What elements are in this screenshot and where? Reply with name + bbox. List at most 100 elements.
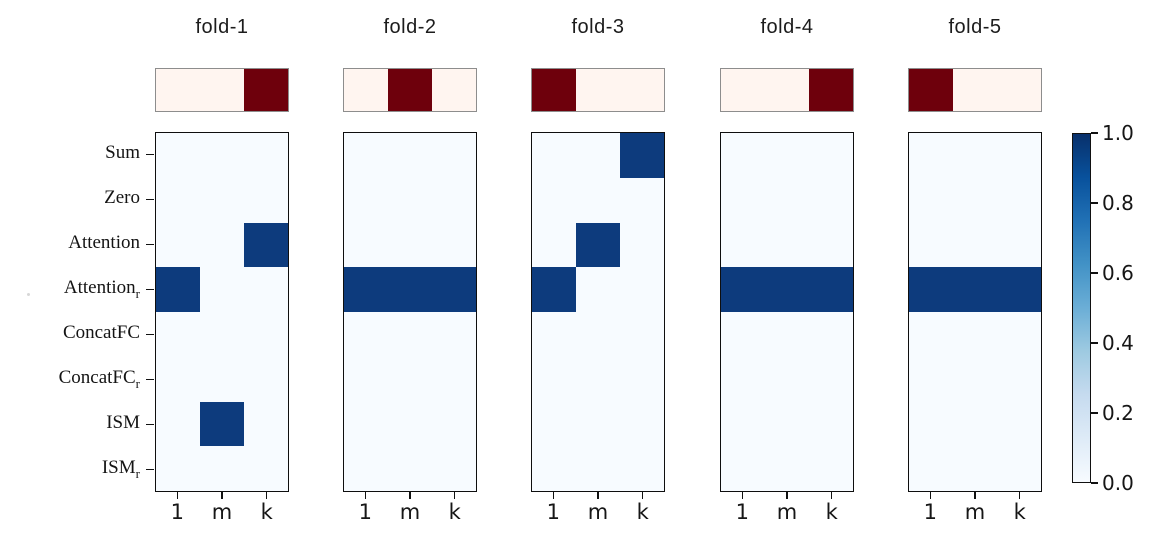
- cell-ConcatFC_r-m: [953, 356, 997, 402]
- y-tick-label: Attention: [0, 232, 140, 254]
- cell-Attention_r-k: [997, 267, 1041, 312]
- x-tick-label: m: [964, 500, 986, 524]
- colorbar-tick: [1091, 342, 1098, 344]
- selector-cell-1: [721, 69, 765, 111]
- x-tick-label: k: [636, 500, 649, 524]
- selector-cell-1: [156, 69, 200, 111]
- selector-bar: [720, 68, 854, 112]
- cell-Attention_r-k: [809, 267, 853, 312]
- cell-ISM-k: [620, 401, 664, 447]
- selector-cell-1: [344, 69, 388, 111]
- cell-Attention-1: [532, 222, 576, 268]
- x-tick: [409, 492, 411, 499]
- cell-Attention-k: [809, 222, 853, 268]
- cell-ConcatFC-k: [244, 312, 288, 357]
- selector-cell-k: [244, 69, 288, 111]
- cell-ISM-m: [388, 401, 432, 447]
- cell-ConcatFC_r-k: [809, 356, 853, 402]
- cell-ConcatFC-1: [721, 312, 765, 357]
- panel-title: fold-3: [571, 16, 625, 38]
- cell-Zero-m: [388, 177, 432, 223]
- cell-Attention_r-k: [432, 267, 476, 312]
- cell-Attention_r-m: [576, 267, 620, 312]
- x-tick: [221, 492, 223, 499]
- colorbar-tick-label: 0.4: [1102, 331, 1134, 355]
- y-tick-label: ConcatFC: [0, 322, 140, 344]
- x-tick: [597, 492, 599, 499]
- cell-Attention-m: [576, 222, 620, 268]
- y-tick-label: Zero: [0, 187, 140, 209]
- y-label-text: ISM: [101, 456, 136, 478]
- selector-bar: [908, 68, 1042, 112]
- cell-Sum-1: [532, 133, 576, 178]
- x-tick: [741, 492, 744, 499]
- cell-ConcatFC_r-1: [156, 356, 200, 402]
- x-tick-label: m: [776, 500, 798, 524]
- cell-ISM-k: [809, 401, 853, 447]
- cell-ConcatFC-m: [388, 312, 432, 357]
- cell-ISM-m: [576, 401, 620, 447]
- x-tick-label: 1: [170, 500, 185, 524]
- x-tick: [830, 492, 833, 499]
- panel-fold-1: fold-1 1 m k: [155, 0, 289, 559]
- colorbar-tick-label: 0.2: [1102, 401, 1134, 425]
- x-tick-label: 1: [735, 500, 750, 524]
- cell-ISM_r-k: [997, 446, 1041, 491]
- selector-cell-m: [765, 69, 809, 111]
- cell-ConcatFC-k: [809, 312, 853, 357]
- panel-title: fold-4: [760, 16, 814, 38]
- colorbar-tick-label: 1.0: [1102, 121, 1134, 145]
- cell-Zero-m: [765, 177, 809, 223]
- y-label-subscript: r: [135, 285, 140, 301]
- panel-fold-5: fold-5 1 m k: [908, 0, 1042, 559]
- heatmap: [155, 132, 289, 492]
- cell-ISM-m: [953, 401, 997, 447]
- colorbar-tick: [1091, 132, 1098, 134]
- colorbar-tick: [1091, 272, 1098, 274]
- y-label-subscript: r: [135, 375, 140, 391]
- y-tick: [146, 333, 154, 336]
- cell-Sum-1: [344, 133, 388, 178]
- x-tick: [265, 492, 268, 499]
- cell-ISM_r-m: [953, 446, 997, 491]
- x-tick: [641, 492, 644, 499]
- y-label-subscript: r: [135, 465, 140, 481]
- x-tick-label: k: [825, 500, 838, 524]
- y-label-text: Zero: [104, 186, 140, 208]
- cell-ConcatFC_r-m: [576, 356, 620, 402]
- heatmap: [908, 132, 1042, 492]
- colorbar-tick: [1091, 202, 1098, 204]
- cell-Attention_r-m: [200, 267, 244, 312]
- cell-Zero-m: [576, 177, 620, 223]
- x-tick: [974, 492, 976, 499]
- selector-cell-k: [432, 69, 476, 111]
- cell-ConcatFC_r-k: [432, 356, 476, 402]
- x-tick: [176, 492, 179, 499]
- cell-Zero-k: [809, 177, 853, 223]
- cell-ISM-1: [909, 401, 953, 447]
- y-tick-label: ConcatFCr: [0, 367, 140, 392]
- cell-Zero-1: [344, 177, 388, 223]
- y-tick: [146, 198, 154, 201]
- cell-Attention_r-1: [909, 267, 953, 312]
- y-label-text: Attention: [68, 231, 140, 253]
- cell-ISM_r-k: [620, 446, 664, 491]
- cell-Attention-m: [953, 222, 997, 268]
- cell-ConcatFC_r-k: [997, 356, 1041, 402]
- selector-cell-k: [620, 69, 664, 111]
- cell-ConcatFC_r-k: [244, 356, 288, 402]
- cell-Attention-1: [344, 222, 388, 268]
- cell-ConcatFC-m: [953, 312, 997, 357]
- cell-Sum-1: [721, 133, 765, 178]
- cell-ConcatFC-k: [620, 312, 664, 357]
- cell-ConcatFC-m: [576, 312, 620, 357]
- cell-ConcatFC_r-m: [765, 356, 809, 402]
- cell-Attention_r-k: [244, 267, 288, 312]
- cell-Zero-k: [997, 177, 1041, 223]
- cell-Zero-m: [953, 177, 997, 223]
- y-label-text: ISM: [106, 411, 140, 433]
- cell-ConcatFC-1: [532, 312, 576, 357]
- y-tick: [146, 468, 154, 471]
- cell-ISM_r-m: [765, 446, 809, 491]
- cell-Attention-1: [721, 222, 765, 268]
